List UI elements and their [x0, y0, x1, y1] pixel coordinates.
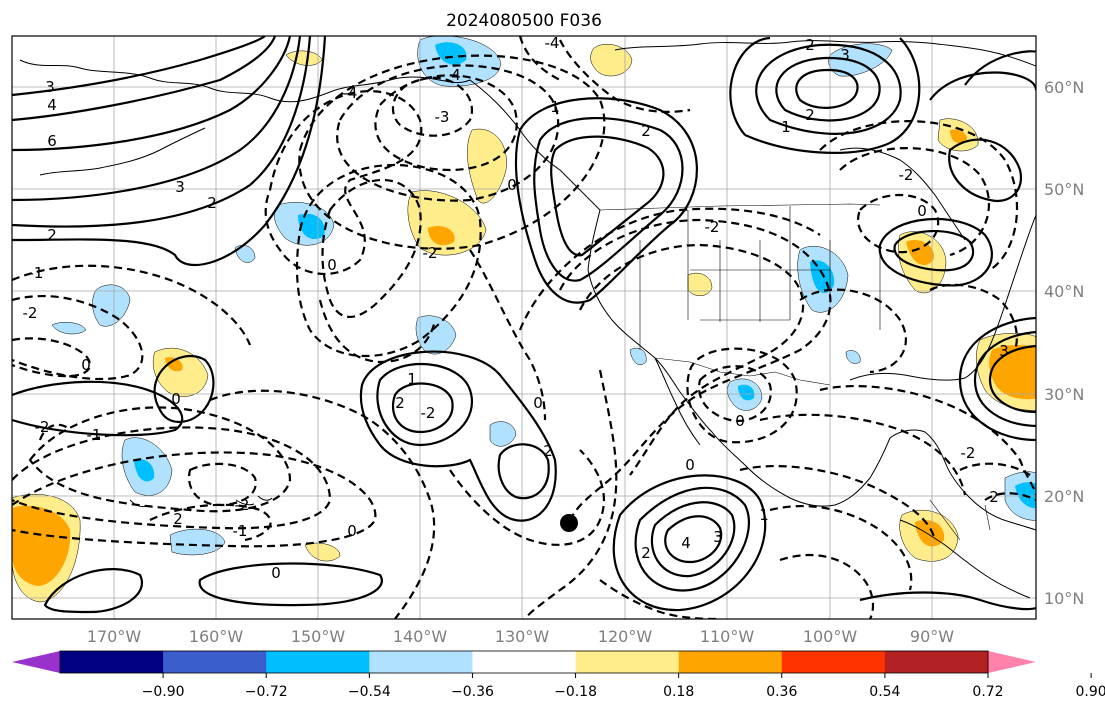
colorbar-cell	[575, 651, 680, 673]
colorbar-tick-label: 0.90	[1076, 684, 1105, 700]
contour-label: 1	[407, 370, 417, 388]
contour-label: 0	[735, 412, 745, 430]
positive-contours	[12, 36, 1036, 614]
negative-contours	[12, 36, 1036, 619]
contour-label: 0	[347, 522, 357, 540]
contour-label: 0	[917, 202, 927, 220]
colorbar: −0.90 −0.72 −0.54 −0.36 −0.18 0.18 0.36 0.54 0.7…	[12, 650, 1105, 700]
colorbar-right-extension	[988, 651, 1036, 673]
contour-label: 6	[47, 132, 57, 150]
contour-label: -3	[435, 108, 450, 126]
lat-label: 40°N	[1044, 282, 1084, 301]
colorbar-cell	[266, 651, 370, 673]
contour-label: 2	[989, 488, 999, 506]
colorbar-tick-label: 0.72	[972, 684, 1003, 700]
colorbar-tick-label: −0.18	[554, 684, 597, 700]
colorbar-frame	[59, 650, 989, 674]
colorbar-tick-label: 0.18	[663, 684, 694, 700]
contour-label: 3	[840, 46, 850, 64]
colorbar-cell	[60, 651, 164, 673]
colorbar-tick-label: 0.54	[869, 684, 900, 700]
contour-label: 2	[173, 510, 183, 528]
contour-label: 2	[805, 36, 815, 54]
political-borders	[599, 203, 991, 541]
lon-label: 120°W	[598, 627, 653, 646]
lon-label: 160°W	[189, 627, 244, 646]
contour-label: 0	[171, 390, 181, 408]
figure-title: 2024080500 F036	[446, 11, 602, 31]
contour-label: 3	[175, 178, 185, 196]
contour-label: -1	[29, 264, 44, 282]
longitude-labels: 170°W 160°W 150°W 140°W 130°W 120°W 110°…	[87, 627, 954, 646]
contour-label: 3	[713, 528, 723, 546]
latitude-labels: 60°N 50°N 40°N 30°N 20°N 10°N	[1044, 78, 1084, 608]
contour-label: -1	[87, 426, 102, 444]
colorbar-tick-label: 0.36	[766, 684, 797, 700]
lon-label: 130°W	[495, 627, 550, 646]
colorbar-tick-label: −0.54	[348, 684, 391, 700]
lon-label: 150°W	[291, 627, 346, 646]
contour-labels: -4 4 3 6 4 3 2 2 -1 -2 0 -2 -1 0 -4 -3 1…	[23, 34, 1009, 582]
contour-label: 2	[543, 442, 553, 460]
colorbar-left-extension	[12, 651, 60, 673]
colorbar-tick-label: −0.90	[142, 684, 185, 700]
contour-label: 3	[45, 78, 55, 96]
lat-label: 20°N	[1044, 487, 1084, 506]
contour-label: -2	[423, 244, 438, 262]
lat-label: 30°N	[1044, 385, 1084, 404]
contour-label: 1	[550, 98, 560, 116]
contour-label: 1	[759, 506, 769, 524]
contour-label: -4	[343, 84, 358, 102]
contour-label: -2	[23, 304, 38, 322]
contour-label: 2	[641, 122, 651, 140]
contour-label: 0	[327, 256, 337, 274]
contour-label: -2	[421, 404, 436, 422]
colorbar-cell	[781, 651, 886, 673]
lat-label: 10°N	[1044, 589, 1084, 608]
contour-label: 2	[805, 106, 815, 124]
colorbar-tick-label: −0.72	[245, 684, 288, 700]
map-frame	[11, 35, 1037, 620]
contour-label: 2	[207, 194, 217, 212]
colorbar-cell	[163, 651, 267, 673]
colorbar-tick-label: −0.36	[451, 684, 494, 700]
contour-label: -1	[233, 522, 248, 540]
contour-label: -2	[705, 218, 720, 236]
contour-label: 0	[507, 176, 517, 194]
contour-label: 4	[681, 534, 691, 552]
contour-label: 3	[999, 342, 1009, 360]
lon-label: 170°W	[87, 627, 142, 646]
contour-label: 2	[47, 226, 57, 244]
contour-label: 4	[47, 96, 57, 114]
contour-label: -2	[35, 418, 50, 436]
contour-label: 2	[395, 394, 405, 412]
contour-label: 0	[81, 356, 91, 374]
lat-lon-grid	[12, 36, 1036, 619]
station-dot	[560, 514, 578, 532]
contour-label: 0	[271, 564, 281, 582]
contour-label: -2	[235, 496, 250, 514]
lon-label: 100°W	[803, 627, 858, 646]
colorbar-cell	[472, 651, 577, 673]
shading-layer	[12, 36, 1036, 603]
colorbar-cell	[678, 651, 783, 673]
colorbar-cell	[884, 651, 989, 673]
contour-label: 0	[533, 394, 543, 412]
lon-label: 110°W	[700, 627, 755, 646]
contour-label: -2	[899, 166, 914, 184]
contour-label: 2	[641, 544, 651, 562]
contour-label: 4	[451, 66, 461, 84]
contour-label: 1	[781, 118, 791, 136]
contour-label: 0	[685, 456, 695, 474]
colorbar-cell	[369, 651, 473, 673]
lat-label: 50°N	[1044, 180, 1084, 199]
lat-label: 60°N	[1044, 78, 1084, 97]
lon-label: 90°W	[910, 627, 954, 646]
contour-label: -4	[545, 34, 560, 52]
contour-label: -2	[961, 444, 976, 462]
lon-label: 140°W	[393, 627, 448, 646]
map-panel: -4 4 3 6 4 3 2 2 -1 -2 0 -2 -1 0 -4 -3 1…	[12, 34, 1036, 619]
